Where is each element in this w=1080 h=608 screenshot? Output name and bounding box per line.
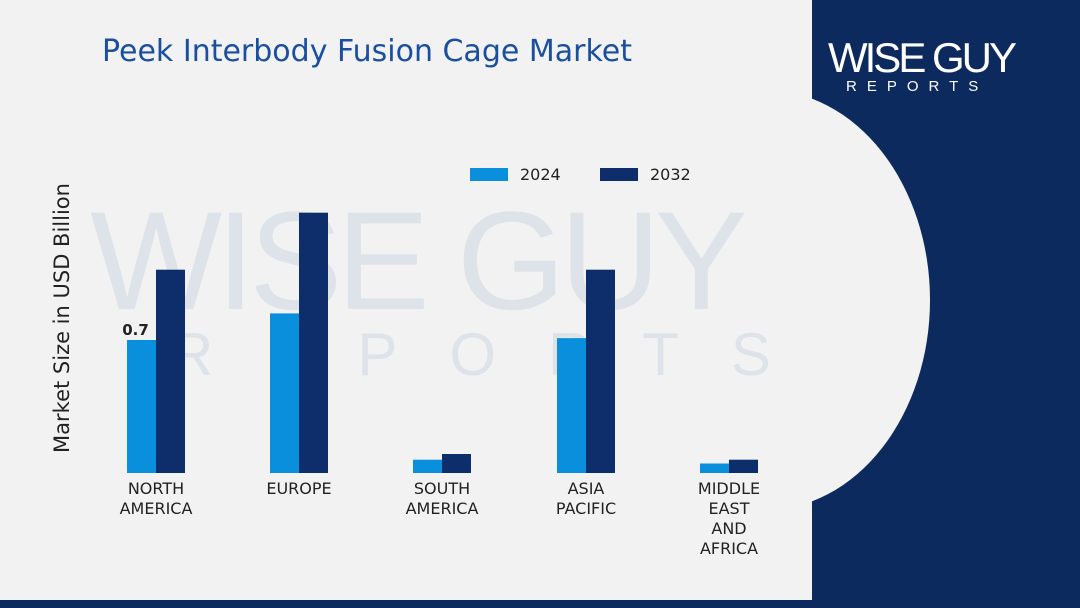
- x-tick-label-2: SOUTH AMERICA: [406, 479, 479, 518]
- bar-2032-0: [156, 269, 185, 473]
- bar-2032-3: [586, 269, 615, 473]
- decorative-circle: [600, 90, 930, 510]
- bar-2024-0: [127, 340, 156, 473]
- bar-2032-2: [442, 454, 471, 473]
- brand-logo: WISE GUY REPORTS: [828, 28, 1068, 108]
- bar-2024-4: [700, 463, 729, 473]
- bar-2032-4: [729, 459, 758, 473]
- x-tick-label-0: NORTH AMERICA: [120, 479, 193, 518]
- bar-2024-1: [270, 313, 299, 473]
- brand-sub: REPORTS: [846, 78, 989, 95]
- x-tick-label-1: EUROPE: [266, 479, 331, 498]
- legend-item-2032: 2032: [600, 165, 691, 184]
- chart-title: Peek Interbody Fusion Cage Market: [102, 34, 632, 69]
- watermark-logo: WISE GUY: [90, 182, 748, 339]
- x-tick-label-3: ASIA PACIFIC: [556, 479, 616, 518]
- legend-label-2032: 2032: [650, 165, 691, 184]
- x-tick-label-4: MIDDLE EAST AND AFRICA: [698, 479, 760, 558]
- bottom-bar: [0, 600, 812, 608]
- legend-swatch-2032: [600, 168, 638, 181]
- bar-chart: NORTH AMERICA EUROPE SOUTH AMERICA ASIA PACIFI…: [120, 212, 760, 558]
- legend-swatch-2024: [470, 168, 508, 181]
- legend-item-2024: 2024: [470, 165, 561, 184]
- legend-label-2024: 2024: [520, 165, 561, 184]
- bar-2032-1: [299, 212, 328, 473]
- bar-2024-2: [413, 459, 442, 473]
- data-label-0: 0.7: [122, 321, 149, 339]
- bar-2024-3: [557, 338, 586, 473]
- brand-name: WISE GUY: [828, 34, 1017, 81]
